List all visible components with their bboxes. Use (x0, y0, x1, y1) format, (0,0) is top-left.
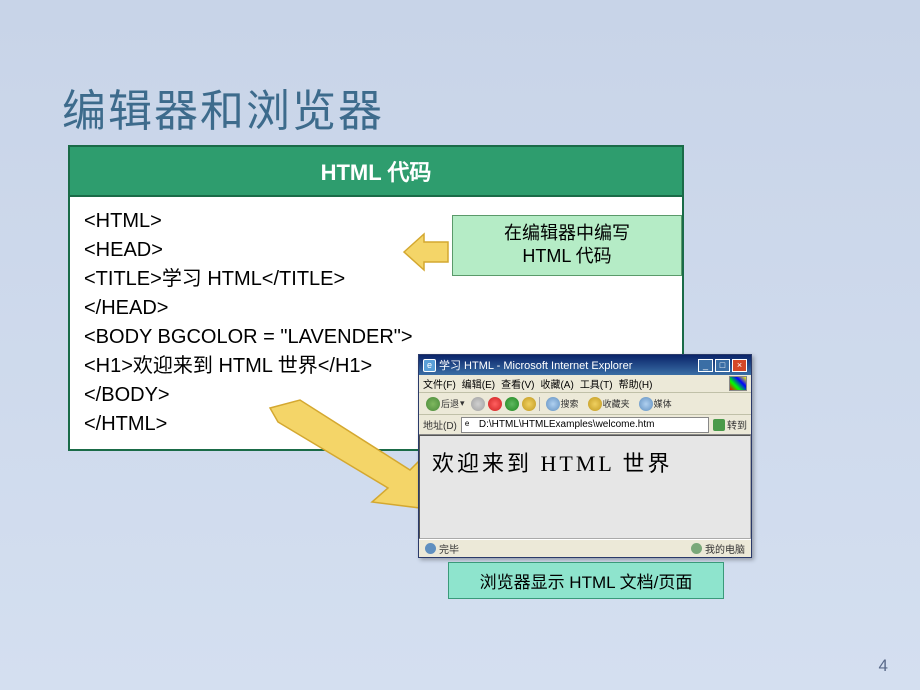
address-value: D:\HTML\HTMLExamples\welcome.htm (479, 419, 655, 430)
slide-title: 编辑器和浏览器 (62, 75, 384, 139)
search-icon (546, 397, 560, 411)
page-number: 4 (879, 656, 888, 676)
menu-item: 查看(V) (501, 376, 534, 391)
maximize-icon: □ (715, 359, 730, 372)
menu-item: 编辑(E) (462, 376, 495, 391)
code-table-header: HTML 代码 (69, 146, 683, 196)
browser-title: 学习 HTML - Microsoft Internet Explorer (439, 357, 632, 373)
menu-item: 文件(F) (423, 376, 456, 391)
callout-editor: 在编辑器中编写 HTML 代码 (452, 215, 682, 276)
page-icon: e (465, 419, 476, 430)
browser-content: 欢迎来到 HTML 世界 (419, 435, 751, 539)
back-icon (426, 397, 440, 411)
arrow-left-icon (402, 230, 452, 274)
go-button: 转到 (713, 417, 747, 432)
address-input: e D:\HTML\HTMLExamples\welcome.htm (461, 417, 709, 433)
browser-menubar: 文件(F) 编辑(E) 查看(V) 收藏(A) 工具(T) 帮助(H) (419, 375, 751, 393)
go-label: 转到 (727, 417, 747, 432)
browser-toolbar: 后退 ▾ 搜索 收藏夹 媒体 (419, 393, 751, 415)
browser-addressbar: 地址(D) e D:\HTML\HTMLExamples\welcome.htm… (419, 415, 751, 435)
forward-icon (471, 397, 485, 411)
arrow-down-right-icon (260, 398, 430, 518)
rendered-heading: 欢迎来到 HTML 世界 (432, 451, 673, 476)
media-icon (639, 397, 653, 411)
menu-item: 收藏(A) (540, 376, 573, 391)
done-icon (425, 543, 436, 554)
fav-label: 收藏夹 (603, 397, 630, 410)
home-icon (522, 397, 536, 411)
close-icon: × (732, 359, 747, 372)
address-label: 地址(D) (423, 417, 457, 432)
back-label: 后退 (441, 397, 459, 410)
go-icon (713, 419, 725, 431)
browser-statusbar: 完毕 我的电脑 (419, 539, 751, 557)
computer-icon (691, 543, 702, 554)
refresh-icon (505, 397, 519, 411)
status-right: 我的电脑 (705, 541, 745, 556)
minimize-icon: _ (698, 359, 713, 372)
status-left: 完毕 (439, 541, 459, 556)
ie-icon: e (423, 359, 436, 372)
callout-browser: 浏览器显示 HTML 文档/页面 (448, 562, 724, 599)
media-label: 媒体 (654, 397, 672, 410)
code-line: <BODY BGCOLOR = "LAVENDER"> (84, 323, 668, 352)
stop-icon (488, 397, 502, 411)
menu-item: 工具(T) (580, 376, 613, 391)
windows-logo-icon (729, 376, 747, 391)
favorites-icon (588, 397, 602, 411)
code-line: </HEAD> (84, 294, 668, 323)
search-label: 搜索 (561, 397, 579, 410)
menu-item: 帮助(H) (619, 376, 653, 391)
browser-titlebar: e 学习 HTML - Microsoft Internet Explorer … (419, 355, 751, 375)
browser-mockup: e 学习 HTML - Microsoft Internet Explorer … (418, 354, 752, 558)
